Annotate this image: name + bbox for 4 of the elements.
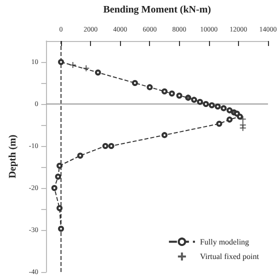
y-axis-title: Depth (m) [8,134,18,178]
legend-label: Virtual fixed point [200,252,260,261]
legend-label: Fully modeling [200,237,250,246]
x-axis-title: Bending Moment (kN-m) [103,4,212,16]
